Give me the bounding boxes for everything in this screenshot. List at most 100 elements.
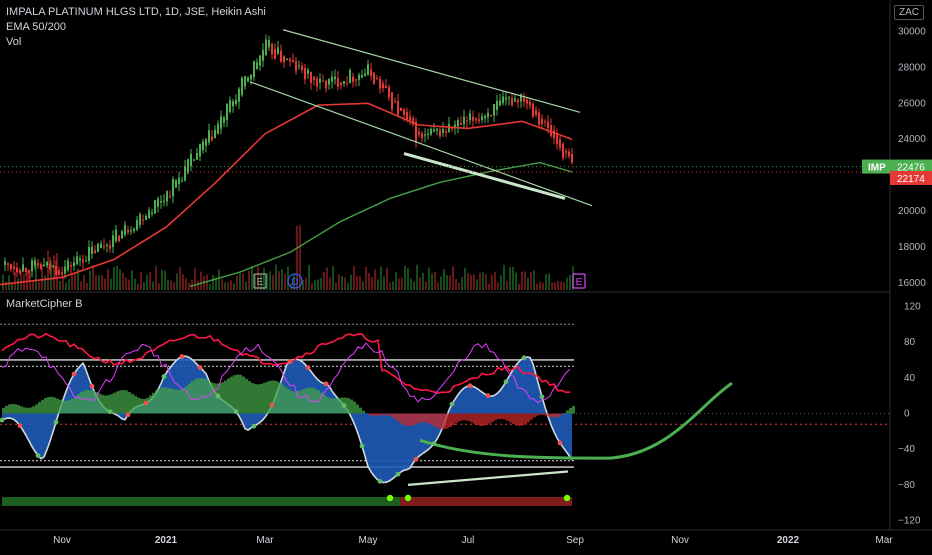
candle-body — [52, 265, 54, 266]
money-flow-bar — [452, 414, 455, 425]
candle-body — [346, 82, 348, 83]
volume-bar — [356, 276, 358, 290]
money-flow-bar — [299, 390, 302, 413]
money-flow-bar — [155, 390, 158, 413]
candle-body — [160, 201, 162, 203]
candle-body — [268, 40, 270, 47]
volume-bar — [59, 281, 61, 290]
signal-dot — [198, 365, 203, 370]
candle-body — [307, 70, 309, 74]
signal-dot — [252, 424, 257, 429]
candle-body — [310, 72, 312, 83]
signal-dot — [432, 441, 437, 446]
volume-bar — [44, 276, 46, 290]
trend-bar-bear — [400, 497, 572, 506]
volume-bar — [359, 276, 361, 290]
candle-body — [190, 154, 192, 166]
volume-bar — [383, 276, 385, 290]
volume-bar — [38, 282, 40, 290]
candle-body — [475, 119, 477, 120]
candle-body — [337, 78, 339, 87]
volume-bar — [218, 270, 220, 290]
signal-dot — [144, 401, 149, 406]
money-flow-bar — [557, 414, 560, 417]
candle-body — [220, 117, 222, 129]
money-flow-bar — [167, 388, 170, 414]
volume-bar — [155, 266, 157, 290]
volume-bar — [284, 274, 286, 290]
money-flow-bar — [377, 414, 380, 416]
candle-body — [403, 109, 405, 115]
candle-body — [130, 230, 132, 231]
volume-bar — [53, 255, 55, 290]
money-flow-bar — [245, 379, 248, 414]
volume-bar — [17, 278, 19, 290]
money-flow-bar — [266, 382, 269, 414]
money-flow-bar — [215, 384, 218, 414]
trend-signal-dot — [405, 495, 411, 501]
candle-body — [37, 263, 39, 265]
money-flow-bar — [497, 414, 500, 420]
money-flow-bar — [383, 414, 386, 416]
candle-body — [133, 229, 135, 231]
candle-body — [82, 260, 84, 263]
candle-body — [49, 264, 51, 270]
candle-body — [472, 117, 474, 121]
candle-body — [262, 50, 264, 60]
candle-body — [205, 139, 207, 146]
money-flow-bar — [257, 384, 260, 413]
volume-bar — [83, 275, 85, 290]
volume-bar — [161, 270, 163, 290]
money-flow-bar — [104, 395, 107, 413]
volume-bar — [461, 277, 463, 290]
candle-body — [67, 261, 69, 270]
money-flow-bar — [368, 414, 371, 415]
volume-bar — [95, 275, 97, 290]
volume-bar — [428, 267, 430, 290]
indicator-axis-tick-label: 120 — [904, 301, 921, 312]
money-flow-bar — [161, 387, 164, 413]
currency-badge[interactable]: ZAC — [894, 5, 924, 20]
candle-body — [481, 116, 483, 120]
money-flow-bar — [152, 393, 155, 414]
candle-body — [562, 144, 564, 159]
money-flow-bar — [221, 382, 224, 413]
candle-body — [349, 70, 351, 83]
money-flow-bar — [449, 414, 452, 427]
money-flow-bar — [545, 414, 548, 416]
money-flow-bar — [332, 399, 335, 414]
volume-bar — [281, 269, 283, 290]
candle-body — [112, 235, 114, 247]
money-flow-bar — [125, 391, 128, 414]
volume-bar — [413, 281, 415, 290]
indicator-axis-tick-label: −80 — [898, 480, 915, 491]
money-flow-bar — [41, 400, 44, 414]
money-flow-bar — [491, 414, 494, 422]
signal-dot — [378, 479, 383, 484]
event-marker-label: E — [257, 277, 264, 288]
volume-bar — [335, 282, 337, 290]
channel-lower-line — [250, 82, 592, 206]
candle-body — [124, 225, 126, 235]
candle-body — [316, 79, 318, 87]
money-flow-bar — [62, 401, 65, 414]
candle-body — [487, 113, 489, 117]
volume-bar — [494, 272, 496, 290]
money-flow-bar — [473, 414, 476, 424]
candle-body — [313, 77, 315, 80]
candle-body — [553, 130, 555, 138]
candle-body — [499, 101, 501, 106]
money-flow-bar — [53, 397, 56, 413]
volume-bar — [374, 269, 376, 290]
candle-body — [523, 98, 525, 102]
indicator-axis-tick-label: 0 — [904, 409, 910, 420]
candle-body — [172, 179, 174, 196]
money-flow-bar — [476, 414, 479, 426]
money-flow-bar — [422, 414, 425, 423]
volume-bar — [353, 266, 355, 290]
money-flow-bar — [26, 408, 29, 414]
money-flow-bar — [569, 408, 572, 414]
candle-body — [484, 116, 486, 118]
